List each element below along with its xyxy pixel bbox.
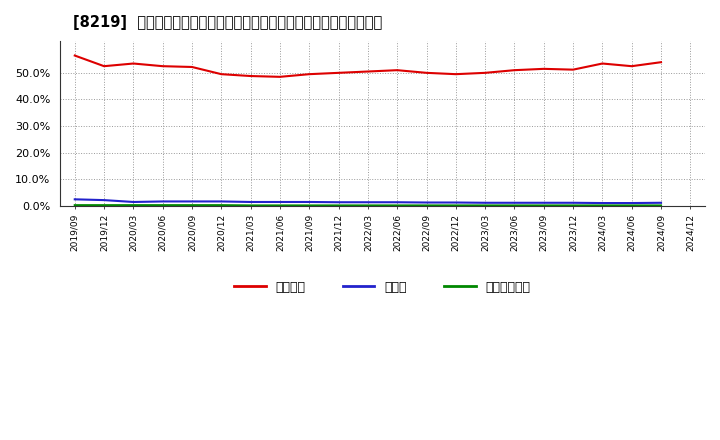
Text: [8219]  自己資本、のれん、繰延税金資産の総資産に対する比率の推移: [8219] 自己資本、のれん、繰延税金資産の総資産に対する比率の推移 xyxy=(73,15,382,30)
Legend: 自己資本, のれん, 繰延税金資産: 自己資本, のれん, 繰延税金資産 xyxy=(230,276,536,299)
